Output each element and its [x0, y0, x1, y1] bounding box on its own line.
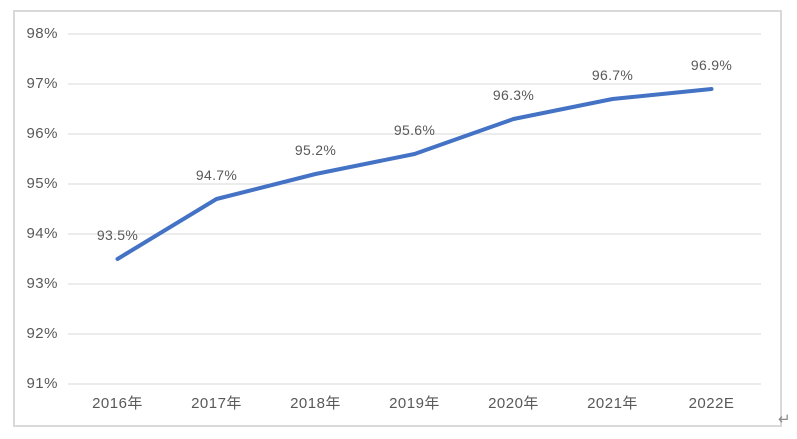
data-point-label: 96.7% [591, 67, 634, 83]
data-point-label: 95.2% [294, 142, 337, 158]
data-point-label: 93.5% [96, 227, 139, 243]
x-axis-tick-label: 2018年 [290, 395, 341, 412]
x-axis-tick-label: 2016年 [92, 395, 143, 412]
x-axis-tick-label: 2022E [688, 395, 735, 412]
x-axis-tick-label: 2017年 [191, 395, 242, 412]
paragraph-mark-icon: ↵ [778, 411, 791, 428]
y-axis-tick-label: 93% [26, 275, 58, 292]
data-point-label: 96.3% [492, 87, 535, 103]
x-axis-tick-label: 2020年 [488, 395, 539, 412]
data-point-label: 95.6% [393, 122, 436, 138]
y-axis-tick-label: 95% [26, 175, 58, 192]
y-axis-tick-label: 96% [26, 125, 58, 142]
x-axis-tick-label: 2019年 [389, 395, 440, 412]
y-axis-tick-label: 91% [26, 375, 58, 392]
y-axis-tick-label: 98% [26, 25, 58, 42]
data-point-label: 96.9% [690, 57, 733, 73]
data-point-label: 94.7% [195, 167, 238, 183]
y-axis-tick-label: 97% [26, 75, 58, 92]
y-axis-tick-label: 94% [26, 225, 58, 242]
x-axis-tick-label: 2021年 [587, 395, 638, 412]
y-axis-tick-label: 92% [26, 325, 58, 342]
